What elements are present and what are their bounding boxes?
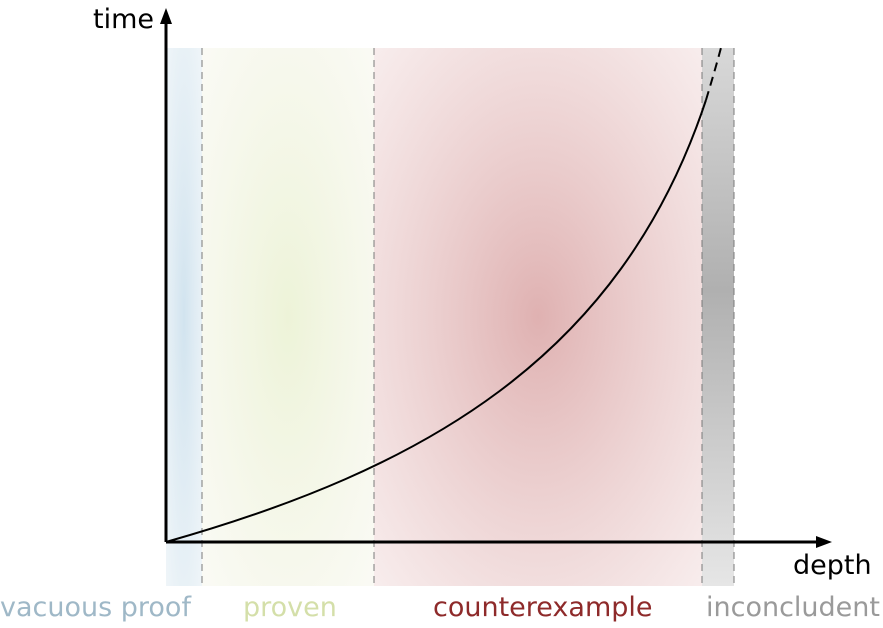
region-vacuous-proof [166, 48, 202, 586]
time-depth-curve [165, 99, 707, 543]
label-vacuous-proof: vacuous proof [0, 592, 192, 623]
region-proven [202, 48, 374, 586]
label-inconcludent: inconcludent [706, 592, 880, 623]
x-axis-label: depth [793, 550, 872, 581]
y-axis-arrow-icon [160, 8, 172, 24]
time-depth-curve-extension [705, 43, 723, 101]
y-axis-label: time [93, 4, 154, 35]
label-counterexample: counterexample [433, 592, 653, 623]
x-axis-arrow-icon [816, 536, 832, 548]
label-proven: proven [243, 592, 337, 623]
region-inconcludent [702, 48, 734, 586]
region-counterexample [374, 48, 702, 586]
